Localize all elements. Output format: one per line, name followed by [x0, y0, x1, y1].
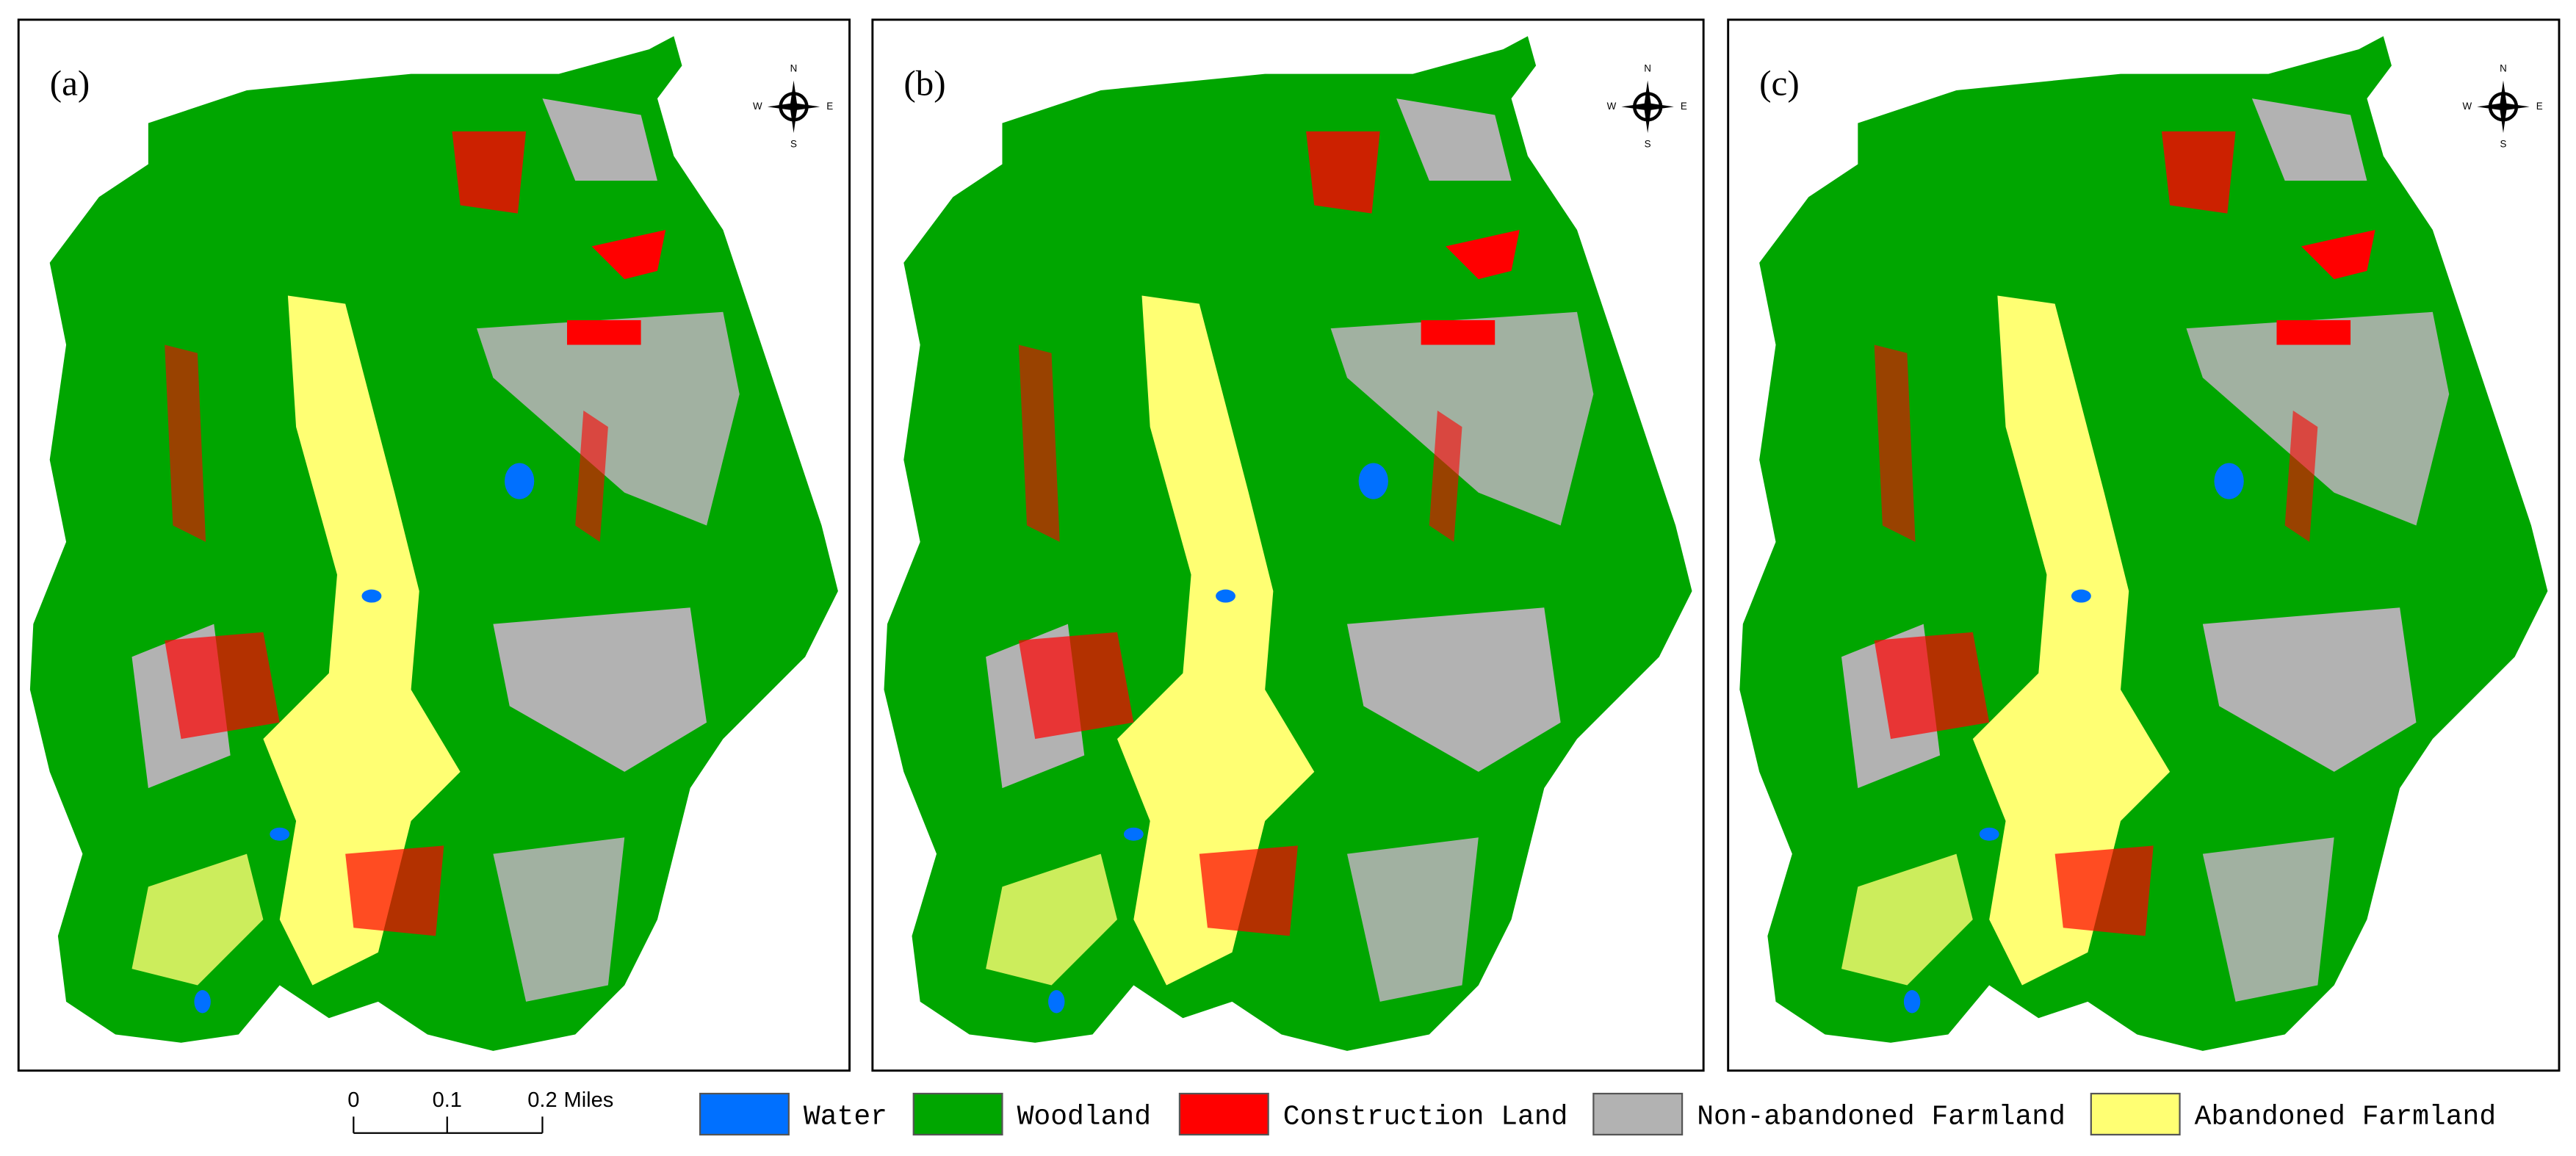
compass-e: E — [1681, 101, 1687, 112]
legend-label: Water — [804, 1101, 887, 1132]
north-arrow: N S E W — [2462, 62, 2542, 149]
legend-label: Woodland — [1017, 1101, 1151, 1132]
compass-s: S — [790, 138, 797, 149]
map-panel: (b) N S E W — [871, 18, 1705, 1072]
compass-star — [2477, 80, 2530, 134]
legend-swatch — [912, 1092, 1003, 1136]
compass-s: S — [2500, 138, 2507, 149]
legend-label: Abandoned Farmland — [2195, 1101, 2496, 1132]
legend-label: Non-abandoned Farmland — [1697, 1101, 2066, 1132]
legend-swatch — [2090, 1092, 2181, 1136]
compass-w: W — [2462, 101, 2472, 112]
compass-n: N — [790, 62, 798, 73]
north-arrow: N S E W — [753, 62, 833, 149]
map-panel: (c) N S E W — [1727, 18, 2561, 1072]
panel-label: (b) — [903, 63, 945, 104]
compass-star — [767, 80, 820, 134]
compass-w: W — [753, 101, 762, 112]
compass-w: W — [1607, 101, 1617, 112]
compass-n: N — [1644, 62, 1651, 73]
legend-swatch — [1178, 1092, 1269, 1136]
compass-n: N — [2500, 62, 2507, 73]
panel-label: (a) — [50, 63, 90, 104]
panels: (a) N S E W (b) N S E W (c) N S E W — [17, 18, 2561, 1072]
scale-label: 0.2 — [527, 1088, 557, 1112]
north-arrow: N S E W — [1607, 62, 1687, 149]
compass-e: E — [2536, 101, 2543, 112]
scale-label: 0.1 — [433, 1088, 462, 1112]
map-panel: (a) N S E W — [17, 18, 851, 1072]
compass-e: E — [826, 101, 833, 112]
scale-bar — [353, 1116, 544, 1134]
scale-label: 0 — [347, 1088, 359, 1112]
legend: Water Woodland Construction Land Non-abando… — [699, 1092, 2496, 1136]
compass-star — [1621, 80, 1674, 134]
panel-label: (c) — [1759, 63, 1800, 104]
legend-swatch — [1592, 1092, 1684, 1136]
legend-label: Construction Land — [1283, 1101, 1568, 1132]
scale-unit: Miles — [564, 1088, 614, 1112]
compass-s: S — [1645, 138, 1651, 149]
legend-swatch — [699, 1092, 790, 1136]
